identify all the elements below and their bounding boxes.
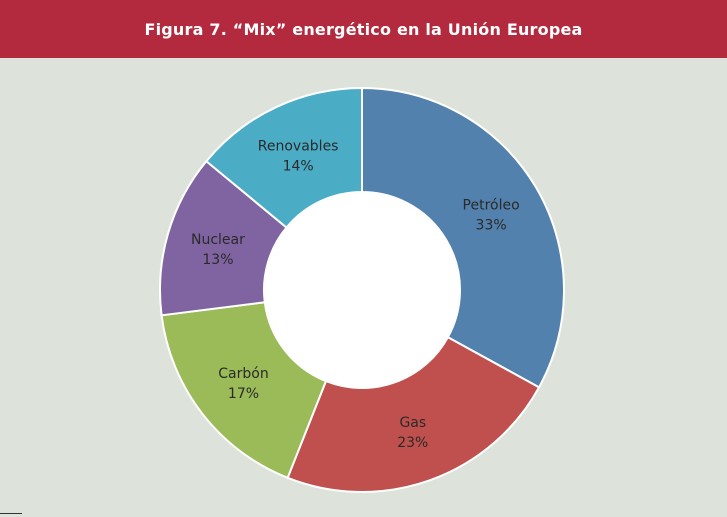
slice-value-petróleo: 33% [476,218,507,234]
slice-label-nuclear: Nuclear [191,232,245,248]
slice-value-nuclear: 13% [202,252,233,268]
figure-header: Figura 7. “Mix” energético en la Unión E… [0,0,727,58]
slice-value-carbón: 17% [228,386,259,402]
slice-gas [286,335,541,493]
slice-carbón [160,301,328,480]
slice-label-petróleo: Petróleo [463,198,520,214]
slice-value-gas: 23% [397,435,428,451]
slice-label-gas: Gas [399,415,426,431]
slice-label-renovables: Renovables [258,138,339,154]
figure-title: Figura 7. “Mix” energético en la Unión E… [144,19,583,39]
chart-area: Petróleo 33% Gas 23% Carbón 17% Nuclear 13% Reno… [0,58,727,517]
slice-value-renovables: 14% [283,158,314,174]
slice-label-carbón: Carbón [218,366,268,382]
slice-renovables [204,86,363,229]
donut-chart: Petróleo 33% Gas 23% Carbón 17% Nuclear 13% Reno… [159,86,565,493]
slice-petróleo [361,86,565,389]
donut-hole [265,193,459,387]
corner-mark [0,513,22,514]
